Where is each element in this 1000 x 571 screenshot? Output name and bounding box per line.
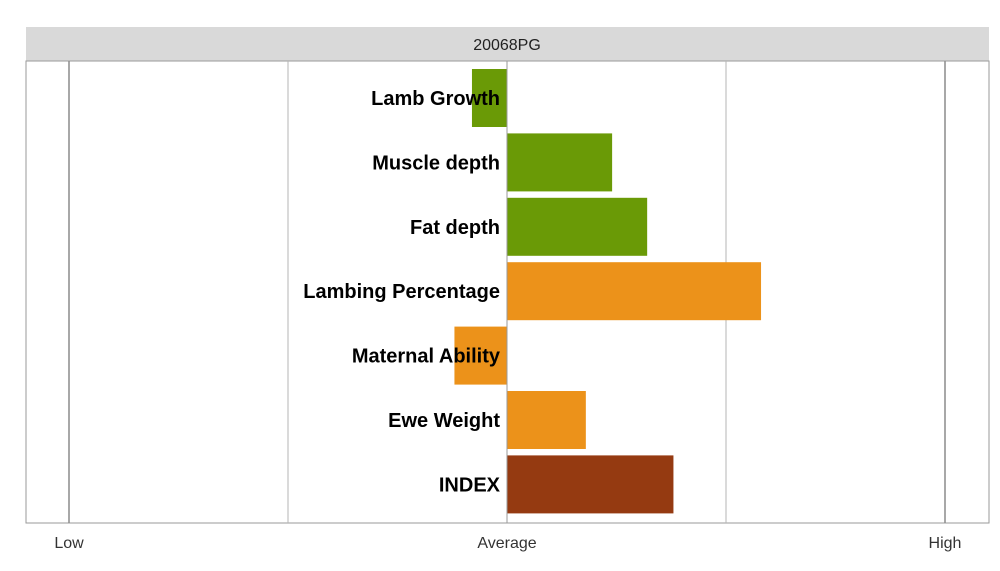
- bar-3: [507, 262, 762, 321]
- bars: [454, 61, 762, 523]
- bar-label-5: Ewe Weight: [388, 410, 500, 432]
- chart-title: 20068PG: [473, 37, 541, 54]
- bar-label-1: Muscle depth: [372, 152, 500, 174]
- bar-label-0: Lamb Growth: [371, 88, 500, 110]
- bar-label-3: Lambing Percentage: [303, 281, 500, 303]
- bar-4: [454, 326, 507, 385]
- bar-label-2: Fat depth: [410, 217, 500, 239]
- bar-label-4: Maternal Ability: [352, 346, 501, 368]
- bar-2: [507, 197, 648, 256]
- bar-0: [471, 69, 507, 127]
- bar-1: [507, 133, 613, 192]
- x-tick-label-0: Low: [54, 535, 84, 552]
- x-axis-ticks: Low Average High: [54, 535, 961, 552]
- title-strip: [26, 27, 989, 61]
- bar-6: [507, 455, 674, 514]
- bar-labels: Lamb Growth Muscle depth Fat depth Lambing …: [303, 88, 501, 496]
- x-tick-label-2: High: [929, 535, 962, 552]
- x-tick-label-1: Average: [477, 535, 536, 552]
- bar-5: [507, 391, 586, 449]
- bar-label-6: INDEX: [439, 474, 501, 496]
